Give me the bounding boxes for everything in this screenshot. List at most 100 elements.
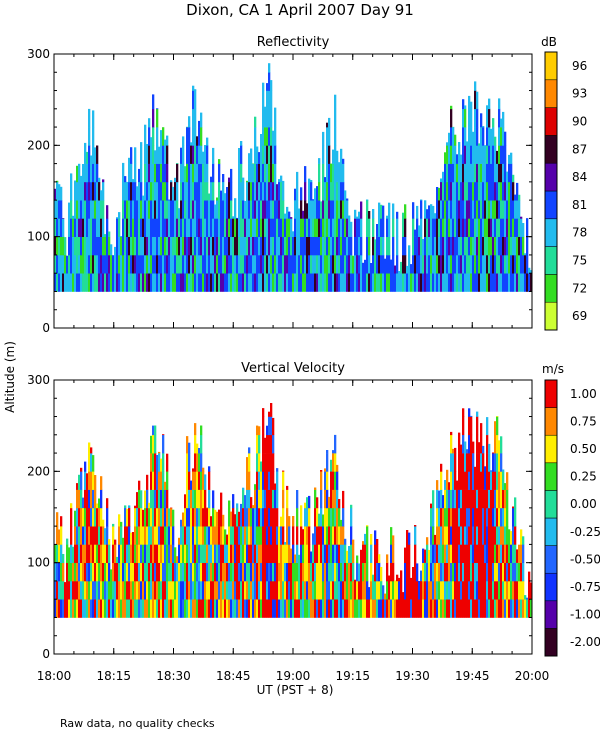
heatmap-cell — [224, 580, 227, 600]
heatmap-cell — [100, 599, 103, 618]
heatmap-cell — [246, 200, 249, 219]
heatmap-cell — [148, 181, 151, 201]
heatmap-cell — [286, 507, 289, 527]
heatmap-cell — [124, 599, 127, 618]
heatmap-cell — [338, 544, 341, 563]
heatmap-cell — [130, 532, 133, 545]
heatmap-cell — [258, 200, 261, 219]
heatmap-cell — [438, 218, 441, 237]
heatmap-cell — [202, 599, 205, 618]
heatmap-cell — [352, 562, 355, 582]
heatmap-cell — [252, 181, 255, 201]
heatmap-cell — [288, 544, 291, 563]
heatmap-cell — [202, 181, 205, 201]
heatmap-cell — [514, 599, 517, 618]
heatmap-cell — [92, 562, 95, 582]
heatmap-cell — [370, 263, 373, 274]
heatmap-cell — [266, 471, 269, 490]
heatmap-cell — [486, 580, 489, 600]
heatmap-cell — [274, 108, 277, 128]
heatmap-cell — [412, 202, 415, 219]
heatmap-cell — [112, 544, 115, 563]
heatmap-cell — [108, 544, 111, 563]
heatmap-cell — [70, 562, 73, 582]
heatmap-cell — [442, 526, 445, 545]
heatmap-cell — [448, 236, 451, 256]
heatmap-cell — [464, 471, 467, 490]
heatmap-cell — [54, 580, 57, 600]
heatmap-cell — [80, 580, 83, 600]
heatmap-cell — [306, 273, 309, 292]
heatmap-cell — [270, 403, 273, 417]
heatmap-cell — [198, 526, 201, 545]
heatmap-cell — [324, 218, 327, 237]
heatmap-cell — [498, 236, 501, 256]
heatmap-cell — [186, 453, 189, 472]
heatmap-cell — [326, 453, 329, 472]
heatmap-cell — [160, 489, 163, 509]
heatmap-cell — [218, 580, 221, 600]
heatmap-cell — [156, 526, 159, 545]
heatmap-cell — [484, 145, 487, 164]
heatmap-cell — [168, 218, 171, 237]
heatmap-cell — [482, 127, 485, 146]
heatmap-cell — [268, 127, 271, 146]
heatmap-cell — [524, 273, 527, 292]
heatmap-cell — [366, 199, 369, 201]
heatmap-cell — [100, 544, 103, 563]
heatmap-cell — [236, 503, 239, 509]
heatmap-cell — [202, 580, 205, 600]
heatmap-cell — [236, 254, 239, 274]
heatmap-cell — [276, 218, 279, 237]
heatmap-cell — [260, 200, 263, 219]
heatmap-cell — [106, 218, 109, 237]
heatmap-cell — [74, 510, 77, 527]
heatmap-cell — [252, 505, 255, 509]
heatmap-cell — [250, 218, 253, 237]
heatmap-cell — [250, 200, 253, 219]
heatmap-cell — [322, 273, 325, 292]
heatmap-cell — [348, 215, 351, 219]
heatmap-cell — [478, 218, 481, 237]
heatmap-cell — [450, 471, 453, 490]
heatmap-cell — [512, 544, 515, 563]
heatmap-cell — [366, 525, 369, 527]
colorbar-swatch — [544, 572, 558, 602]
heatmap-cell — [456, 599, 459, 618]
heatmap-cell — [78, 526, 81, 545]
heatmap-cell — [296, 507, 299, 527]
heatmap-cell — [500, 127, 503, 146]
heatmap-cell — [442, 507, 445, 527]
heatmap-cell — [264, 580, 267, 600]
heatmap-cell — [106, 580, 109, 600]
heatmap-cell — [314, 562, 317, 582]
heatmap-cell — [138, 599, 141, 618]
heatmap-cell — [482, 526, 485, 545]
heatmap-cell — [404, 547, 407, 563]
heatmap-cell — [188, 453, 191, 472]
heatmap-cell — [138, 562, 141, 582]
heatmap-cell — [480, 254, 483, 274]
heatmap-cell — [188, 580, 191, 600]
heatmap-cell — [278, 544, 281, 563]
heatmap-cell — [322, 181, 325, 201]
heatmap-cell — [324, 580, 327, 600]
heatmap-cell — [418, 599, 421, 618]
heatmap-cell — [390, 527, 393, 545]
heatmap-cell — [506, 171, 509, 183]
heatmap-cell — [392, 218, 395, 237]
y-axis-label: Altitude (m) — [3, 341, 17, 413]
heatmap-cell — [56, 218, 59, 237]
heatmap-cell — [340, 580, 343, 600]
heatmap-cell — [456, 154, 459, 164]
heatmap-cell — [146, 144, 149, 146]
heatmap-cell — [484, 599, 487, 618]
heatmap-cell — [146, 580, 149, 600]
heatmap-cell — [264, 471, 267, 490]
heatmap-cell — [470, 145, 473, 164]
heatmap-cell — [436, 480, 439, 490]
heatmap-cell — [268, 416, 271, 436]
heatmap-cell — [76, 181, 79, 201]
heatmap-cell — [438, 507, 441, 527]
heatmap-cell — [264, 489, 267, 509]
